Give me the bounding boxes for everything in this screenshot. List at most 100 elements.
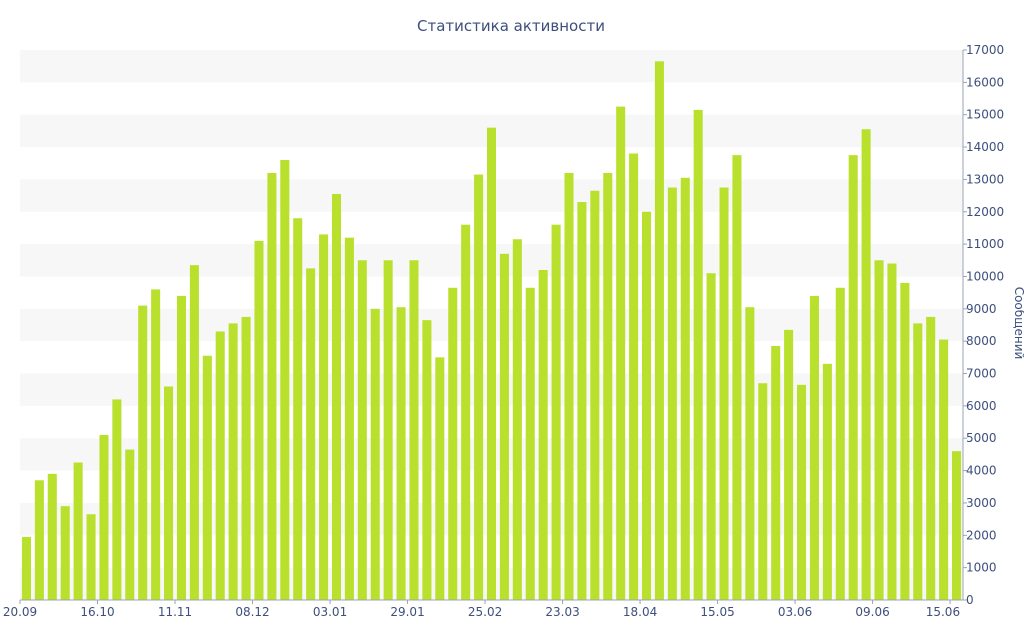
bar [809,295,819,600]
bar [590,190,600,601]
x-tick-label: 03.06 [778,605,812,619]
x-tick-label: 15.06 [926,605,960,619]
y-axis: 0 1000 2000 3000 4000 5000 6000 7000 8000 9000 100… [962,43,1004,607]
y-tick-label: 7000 [966,367,997,381]
y-tick-label: 1000 [966,561,997,575]
bar [771,346,781,600]
bar [99,435,109,600]
bar [952,451,962,600]
x-tick-label: 18.04 [623,605,657,619]
y-tick-label: 11000 [966,237,1004,251]
bar [577,202,587,600]
bar [461,224,471,600]
bar [112,399,122,600]
bar [357,260,367,600]
bar [641,211,652,600]
bar [629,153,639,600]
bar [551,224,561,600]
y-tick-label: 13000 [966,172,1004,186]
bar [835,287,845,600]
y-tick-label: 12000 [966,205,1004,219]
bar [73,462,83,600]
bar [176,295,186,600]
x-tick-label: 29.01 [390,605,424,619]
bar [34,480,44,600]
bar [499,253,509,600]
bar [667,187,677,600]
x-tick-label: 16.10 [80,605,114,619]
bar [151,289,161,600]
bar [719,187,729,600]
bar [293,218,303,601]
x-tick-label: 08.12 [235,605,269,619]
bar [228,323,238,600]
bar [512,239,522,600]
y-tick-label: 6000 [966,399,997,413]
bar [603,172,613,600]
bar [654,61,664,600]
bar [693,109,703,600]
bar [267,172,277,600]
x-tick-label: 20.09 [3,605,37,619]
bar [913,323,923,600]
bar [331,193,342,600]
bar [861,129,871,600]
bar [280,160,290,600]
bar [189,265,199,600]
x-axis: 20.09 16.10 11.11 08.12 03.01 29.01 25.02 23.03… [3,599,963,619]
bar [202,355,212,600]
y-tick-label: 3000 [966,496,997,510]
bar [306,268,316,600]
x-tick-label: 15.05 [700,605,734,619]
y-tick-label: 10000 [966,269,1004,283]
grid-band [20,50,963,83]
bar [60,506,70,600]
bar [616,106,626,601]
bar [138,305,148,600]
y-tick-label: 5000 [966,431,997,445]
bar [164,386,174,600]
bar [396,307,406,600]
y-axis-label: Сообщений [1012,287,1024,360]
bar [486,127,497,601]
y-tick-label: 15000 [966,108,1004,122]
bar [86,514,96,600]
y-tick-label: 8000 [966,334,997,348]
bar [125,449,135,600]
bar [448,287,458,600]
bar [732,155,742,600]
bar [887,263,897,600]
bar [564,172,574,600]
bar [939,339,949,600]
bar [706,273,716,600]
y-tick-label: 14000 [966,140,1004,154]
bar [822,363,832,600]
bar [745,307,755,600]
bars [21,61,962,601]
x-tick-label: 03.01 [313,605,347,619]
bar [784,329,794,600]
bar [344,237,354,600]
bar [409,260,419,600]
y-tick-label: 0 [966,593,974,607]
bar [900,282,910,600]
x-tick-label: 25.02 [468,605,502,619]
bar [383,260,393,600]
bar [538,270,548,600]
y-tick-label: 4000 [966,464,997,478]
bar [435,357,445,600]
bar [319,234,329,600]
bar [848,155,858,600]
y-tick-label: 17000 [966,43,1004,57]
bar [758,383,768,600]
bar [474,174,484,600]
y-tick-label: 2000 [966,528,997,542]
bar [21,536,31,600]
x-tick-label: 11.11 [158,605,192,619]
x-tick-label: 23.03 [545,605,579,619]
chart-title: Статистика активности [417,17,605,35]
bar [241,316,251,600]
bar [370,308,380,600]
x-tick-label: 09.06 [855,605,889,619]
